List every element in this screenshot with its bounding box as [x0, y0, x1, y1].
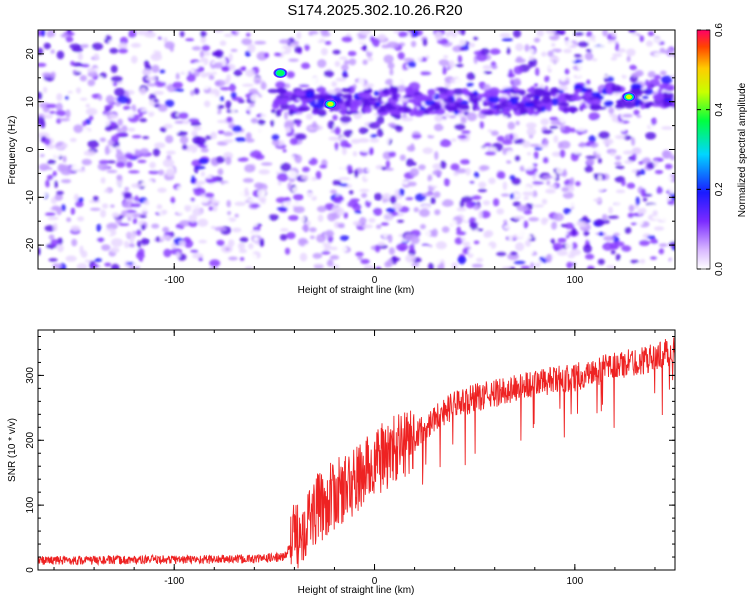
- x-tick-label: 100: [566, 576, 583, 587]
- y-tick-label: 100: [25, 496, 36, 513]
- spectrogram-peak: [625, 94, 632, 100]
- spectrogram-xlabel: Height of straight line (km): [298, 285, 415, 296]
- y-tick-label: 200: [25, 431, 36, 448]
- snr-panel: -100 0 100 0 100 200 300 Height of straight li…: [7, 329, 676, 596]
- snr-frame: [37, 329, 676, 571]
- colorbar-tick-label: 0.2: [714, 182, 725, 196]
- snr-ylabel: SNR (10 * v/v): [7, 418, 18, 482]
- colorbar: 0.0 0.2 0.4 0.6 Normalized spectral amplitu…: [696, 23, 748, 276]
- y-tick-label: 0: [25, 146, 36, 152]
- y-tick-label: 10: [25, 96, 36, 108]
- colorbar-tick-label: 0.0: [714, 262, 725, 276]
- snr-series-line: [38, 337, 675, 569]
- y-tick-label: -10: [25, 190, 36, 205]
- x-tick-label: 0: [372, 576, 378, 587]
- y-tick-label: 20: [25, 48, 36, 60]
- colorbar-tick-label: 0.4: [714, 102, 725, 116]
- chart-title: S174.2025.302.10.26.R20: [287, 2, 463, 19]
- x-tick-label: -100: [164, 275, 184, 286]
- y-tick-label: 300: [25, 367, 36, 384]
- y-tick-label: -20: [25, 237, 36, 252]
- x-tick-label: -100: [164, 576, 184, 587]
- spectrogram-peak: [276, 70, 285, 76]
- snr-xlabel: Height of straight line (km): [298, 585, 415, 596]
- x-tick-label: 0: [372, 275, 378, 286]
- y-tick-label: 0: [25, 567, 36, 573]
- spectrogram-ylabel: Frequency (Hz): [7, 116, 18, 185]
- colorbar-label: Normalized spectral amplitude: [737, 82, 748, 217]
- colorbar-tick-label: 0.6: [714, 23, 725, 37]
- spectrogram-image: [38, 30, 675, 269]
- x-tick-label: 100: [566, 275, 583, 286]
- colorbar-gradient: [696, 29, 711, 270]
- spectrogram-peak: [327, 101, 334, 107]
